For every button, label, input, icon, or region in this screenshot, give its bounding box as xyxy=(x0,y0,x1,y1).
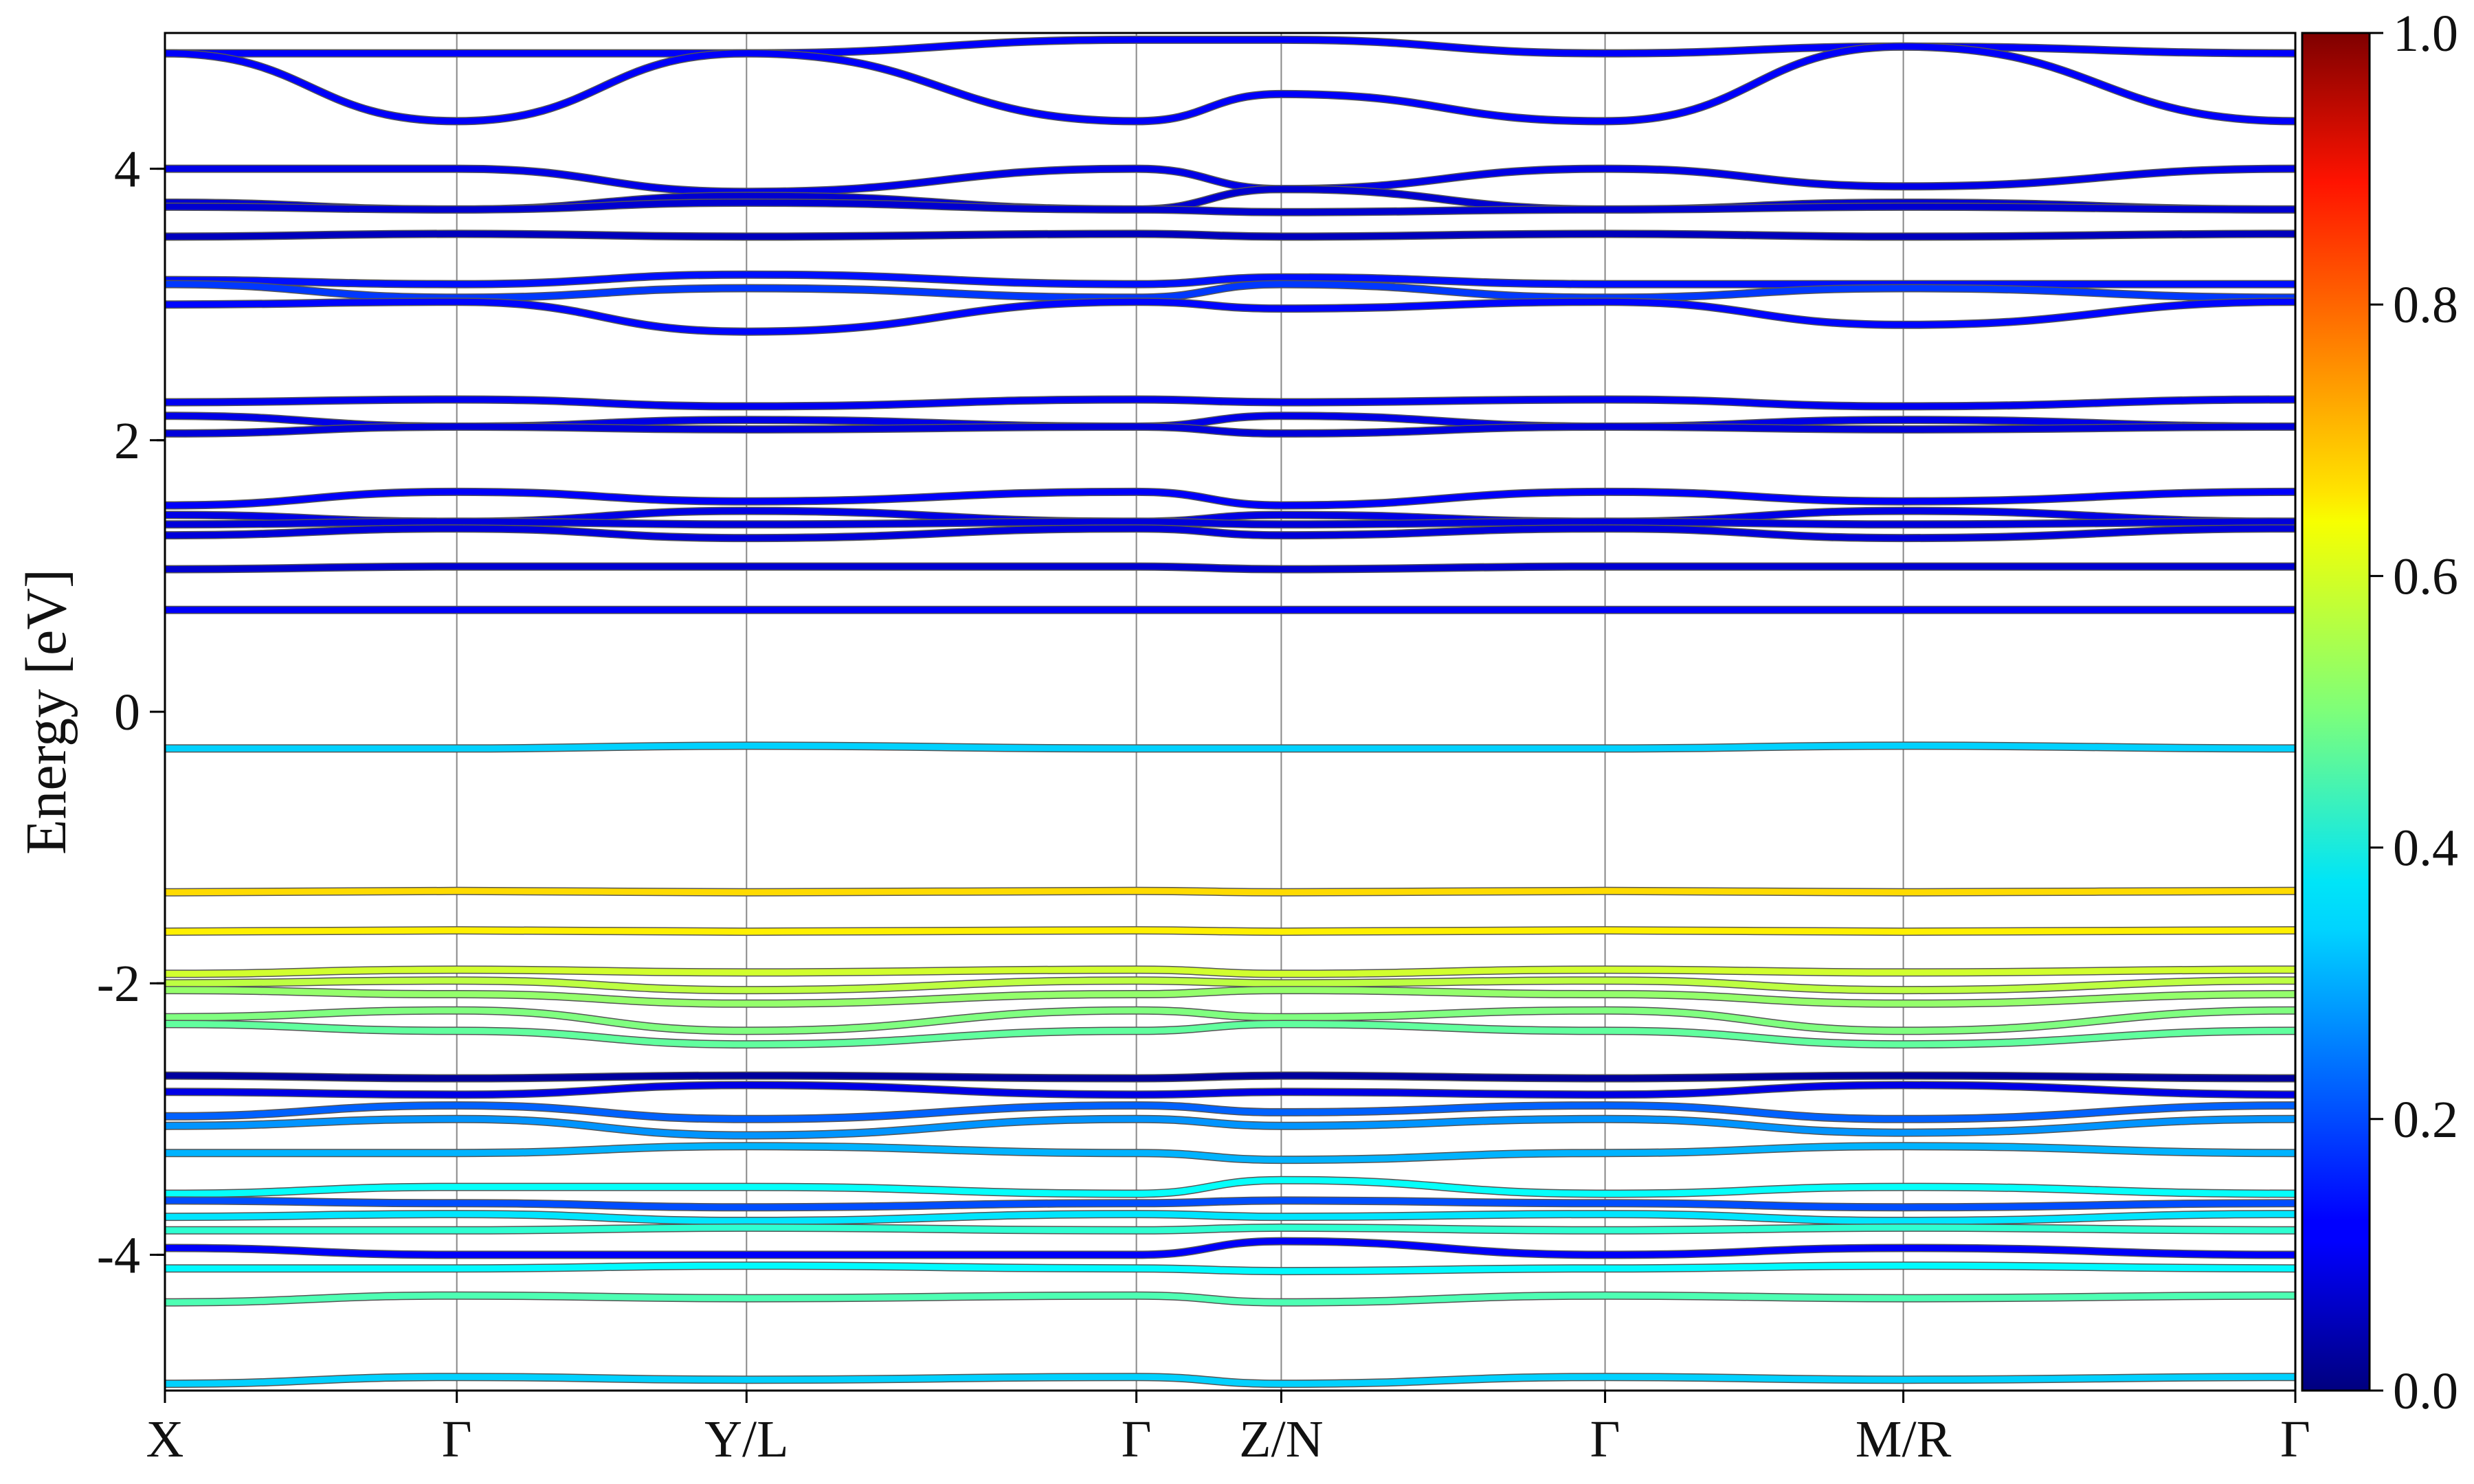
colorbar-tick-label: 0.4 xyxy=(2393,820,2458,877)
band-line xyxy=(165,298,2295,335)
colorbar-tick-label: 0.2 xyxy=(2393,1091,2458,1149)
y-tick-label: -2 xyxy=(97,955,140,1013)
x-tick-label: Y/L xyxy=(704,1410,788,1468)
x-tick-label: Z/N xyxy=(1239,1410,1323,1468)
band-line xyxy=(165,43,2295,124)
band-line xyxy=(165,1020,2295,1048)
band-line xyxy=(165,888,2295,896)
colorbar-tick-label: 0.8 xyxy=(2393,276,2458,334)
band-line xyxy=(165,230,2295,240)
band-line xyxy=(165,518,2295,528)
colorbar-tick-label: 0.0 xyxy=(2393,1362,2458,1420)
band-line xyxy=(165,1238,2295,1258)
y-tick-label: 0 xyxy=(114,684,140,741)
colorbar-gradient xyxy=(2301,32,2371,1392)
x-tick-label: Γ xyxy=(2280,1410,2310,1468)
band-line xyxy=(165,1072,2295,1082)
band-line xyxy=(165,1224,2295,1234)
band-line xyxy=(165,1292,2295,1306)
x-tick-label: M/R xyxy=(1855,1410,1952,1468)
y-tick-label: 4 xyxy=(114,141,140,199)
band-line xyxy=(165,1102,2295,1123)
y-axis-title: Energy [eV] xyxy=(14,569,78,855)
band-outline xyxy=(165,42,2295,126)
band-line xyxy=(165,1007,2295,1034)
band-line xyxy=(165,1177,2295,1198)
colorbar-tick-label: 1.0 xyxy=(2393,5,2458,63)
bands xyxy=(165,35,2295,1389)
colorbar: 0.0 0.2 0.4 0.6 0.8 1.0 xyxy=(2301,5,2458,1420)
x-tick-label: Γ xyxy=(442,1410,472,1468)
band-line xyxy=(165,966,2295,977)
band-line xyxy=(165,563,2295,573)
band-line xyxy=(165,1081,2295,1098)
x-tick-label: Γ xyxy=(1122,1410,1152,1468)
band-line xyxy=(165,1262,2295,1274)
band-line xyxy=(165,166,2295,195)
band-line xyxy=(165,987,2295,1007)
band-line xyxy=(165,927,2295,935)
band-line xyxy=(165,281,2295,301)
y-tick-label: -4 xyxy=(97,1226,140,1284)
band-line xyxy=(165,423,2295,437)
x-tick-label: X xyxy=(146,1410,184,1468)
band-line xyxy=(165,1197,2295,1211)
band-line xyxy=(165,1211,2295,1224)
band-line xyxy=(165,1143,2295,1163)
y-axis: -4 -2 0 2 4 xyxy=(97,141,165,1284)
x-tick-label: Γ xyxy=(1590,1410,1620,1468)
band-line xyxy=(165,525,2295,541)
band-line xyxy=(165,199,2295,216)
x-axis: X Γ Y/L Γ Z/N Γ M/R Γ xyxy=(146,1391,2310,1468)
kpoint-gridlines xyxy=(456,33,1904,1391)
band-line xyxy=(165,396,2295,409)
band-line xyxy=(165,1373,2295,1387)
band-line xyxy=(165,488,2295,509)
colorbar-tick-label: 0.6 xyxy=(2393,548,2458,605)
band-line xyxy=(165,742,2295,752)
y-tick-label: 2 xyxy=(114,412,140,470)
band-line xyxy=(165,977,2295,993)
band-line xyxy=(165,1116,2295,1139)
